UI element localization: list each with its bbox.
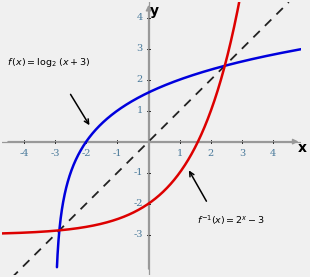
Text: -3: -3 [50, 149, 60, 158]
Text: $\mathbf{x}$: $\mathbf{x}$ [298, 142, 308, 155]
Text: $\mathbf{y}$: $\mathbf{y}$ [149, 5, 160, 20]
Text: 3: 3 [239, 149, 245, 158]
Text: 3: 3 [137, 44, 143, 53]
Text: -3: -3 [134, 230, 143, 239]
Text: 2: 2 [208, 149, 214, 158]
Text: 2: 2 [137, 75, 143, 84]
Text: -2: -2 [82, 149, 91, 158]
Text: $f^{-1}(x) = 2^x - 3$: $f^{-1}(x) = 2^x - 3$ [197, 214, 265, 227]
Text: 4: 4 [137, 13, 143, 22]
Text: 1: 1 [137, 106, 143, 115]
Text: -4: -4 [19, 149, 29, 158]
Text: -1: -1 [113, 149, 122, 158]
Text: -1: -1 [134, 168, 143, 177]
Text: $f\,(x) = \log_2\,(x+3)$: $f\,(x) = \log_2\,(x+3)$ [7, 56, 91, 69]
Text: 1: 1 [177, 149, 183, 158]
Text: 4: 4 [270, 149, 277, 158]
Text: -2: -2 [134, 199, 143, 208]
